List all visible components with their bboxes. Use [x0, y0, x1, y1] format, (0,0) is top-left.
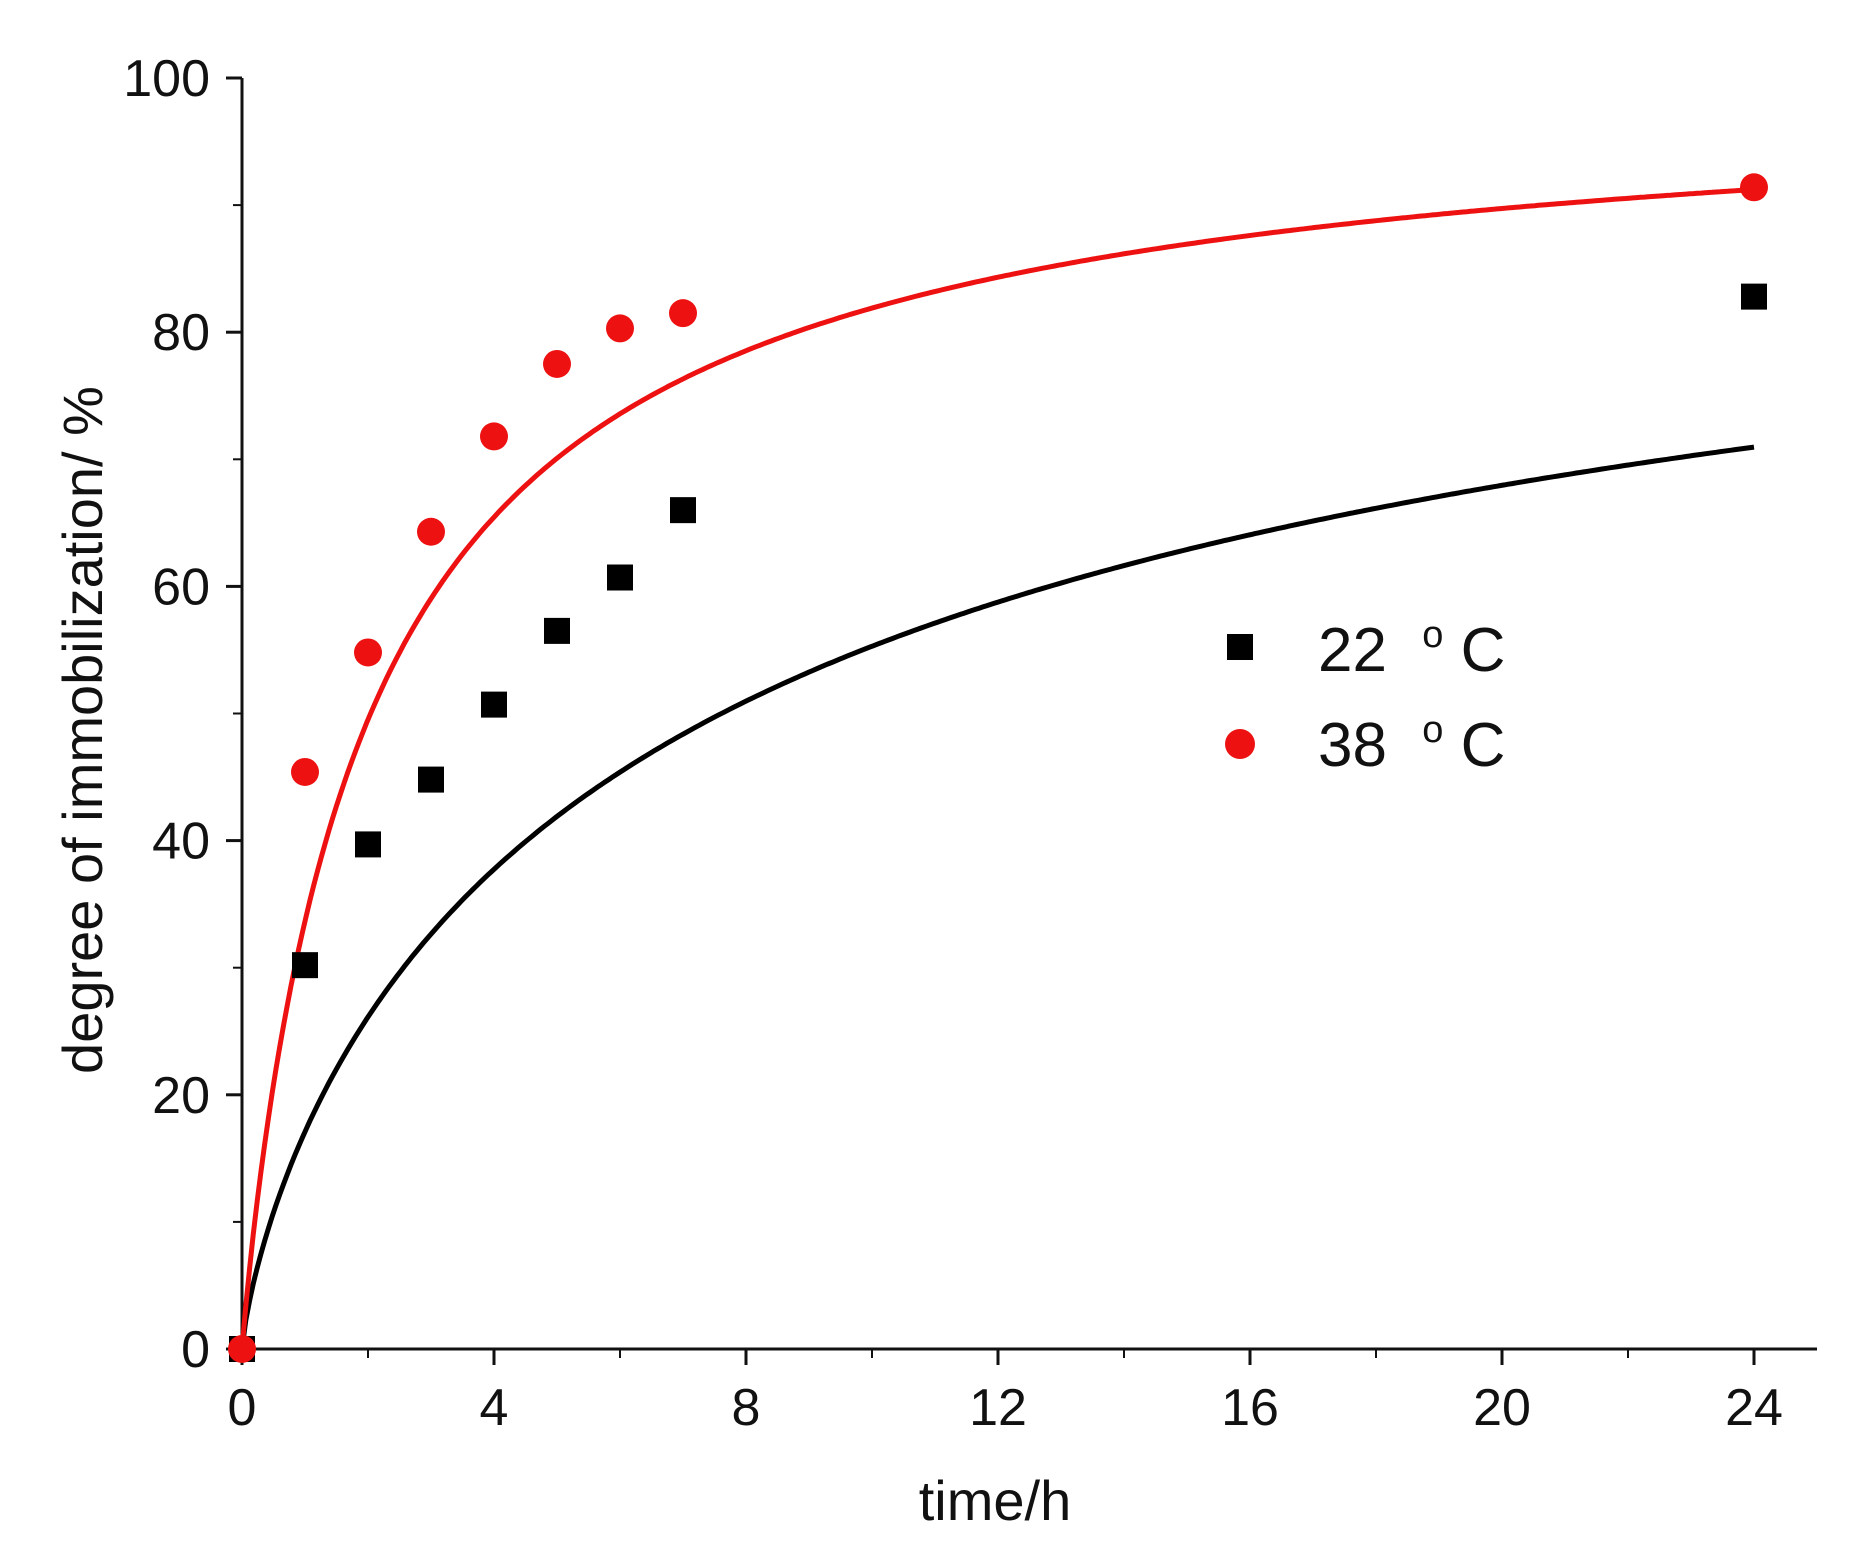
point-38C: [669, 299, 697, 328]
y-tick-label: 40: [152, 813, 210, 871]
legend-22C-degree: o: [1422, 614, 1443, 656]
y-tick-label: 0: [181, 1321, 210, 1379]
point-22C: [418, 766, 444, 793]
legend-38C-degree: o: [1422, 709, 1443, 751]
point-38C: [1740, 173, 1768, 202]
x-tick-label: 16: [1221, 1379, 1279, 1437]
legend-38C-number: 38: [1318, 711, 1387, 780]
y-tick-label: 80: [152, 304, 210, 362]
point-22C: [292, 952, 318, 979]
x-tick-label: 8: [732, 1379, 761, 1437]
legend-label-22C: 22 o C: [1318, 592, 1505, 685]
fit-curve-22C: [239, 444, 1755, 1350]
y-tick-label: 60: [152, 558, 210, 616]
legend-marker-22C: [1227, 634, 1253, 660]
x-tick-label: 0: [228, 1379, 257, 1437]
point-22C: [544, 617, 570, 644]
legend-22C-unit: C: [1461, 616, 1506, 685]
legend-38C-unit: C: [1461, 711, 1506, 780]
y-axis-ticks: 0 20 40 60 80 100: [123, 50, 242, 1379]
x-axis-title: time/h: [919, 1469, 1072, 1532]
x-tick-label: 24: [1725, 1379, 1783, 1437]
legend-22C-number: 22: [1318, 616, 1387, 685]
point-22C: [670, 497, 696, 524]
x-tick-label: 4: [480, 1379, 509, 1437]
point-38C: [606, 314, 634, 343]
point-38C: [543, 349, 571, 378]
point-22C: [1741, 283, 1767, 310]
y-tick-label: 20: [152, 1067, 210, 1125]
x-tick-label: 20: [1473, 1379, 1531, 1437]
fit-curve-38C: [239, 187, 1755, 1350]
point-22C: [355, 831, 381, 858]
x-axis-ticks: 0 4 8 12 16 20 24: [228, 1349, 1783, 1437]
y-tick-label: 100: [123, 50, 210, 108]
legend-marker-38C: [1225, 729, 1255, 759]
point-38C: [291, 757, 319, 786]
legend-label-38C: 38 o C: [1318, 687, 1505, 780]
fit-curves: [239, 187, 1755, 1350]
point-38C: [480, 422, 508, 451]
point-38C: [417, 517, 445, 546]
y-axis-title: degree of immobilization/ %: [51, 386, 114, 1074]
point-22C: [481, 691, 507, 718]
point-22C: [607, 564, 633, 591]
point-38C: [228, 1335, 256, 1363]
legend: 22 o C 38 o C: [1225, 592, 1505, 780]
data-points: [228, 173, 1768, 1363]
x-tick-label: 12: [969, 1379, 1027, 1437]
point-38C: [354, 638, 382, 667]
